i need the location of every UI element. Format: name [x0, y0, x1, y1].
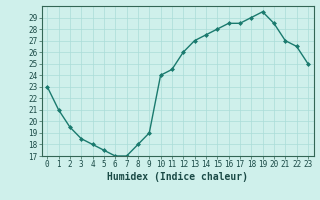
X-axis label: Humidex (Indice chaleur): Humidex (Indice chaleur) [107, 172, 248, 182]
